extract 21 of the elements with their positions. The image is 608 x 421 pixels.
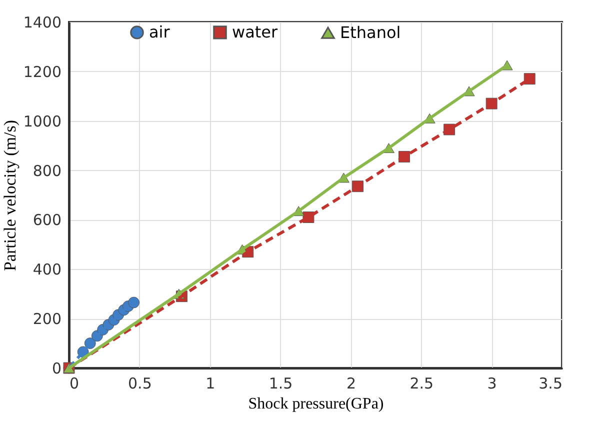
x-tick-label: 0.5 <box>128 374 152 392</box>
y-tick-label: 800 <box>32 162 62 180</box>
x-tick-label: 1.5 <box>268 374 293 392</box>
y-tick-label: 0 <box>52 360 62 378</box>
x-axis-title: Shock pressure(GPa) <box>248 396 384 412</box>
y-tick-label: 400 <box>32 260 62 279</box>
x-tick-label: 3 <box>487 374 497 392</box>
x-tick-label: 2.5 <box>410 374 434 392</box>
y-tick-label: 200 <box>32 310 62 328</box>
x-tick-label: 2 <box>346 374 356 392</box>
x-tick-label: 3.5 <box>538 374 562 392</box>
y-tick-label: 1000 <box>23 112 62 130</box>
legend-label: water <box>232 22 278 42</box>
y-tick-label: 1400 <box>23 14 62 32</box>
legend-label: Ethanol <box>340 22 401 42</box>
y-tick-label: 600 <box>32 211 62 230</box>
x-tick-label: 0 <box>70 374 80 392</box>
legend-label: air <box>149 22 170 42</box>
y-axis-title: Particle velocity (m/s) <box>0 120 20 272</box>
x-tick-label: 1 <box>206 374 216 392</box>
y-tick-label: 1200 <box>23 62 62 81</box>
